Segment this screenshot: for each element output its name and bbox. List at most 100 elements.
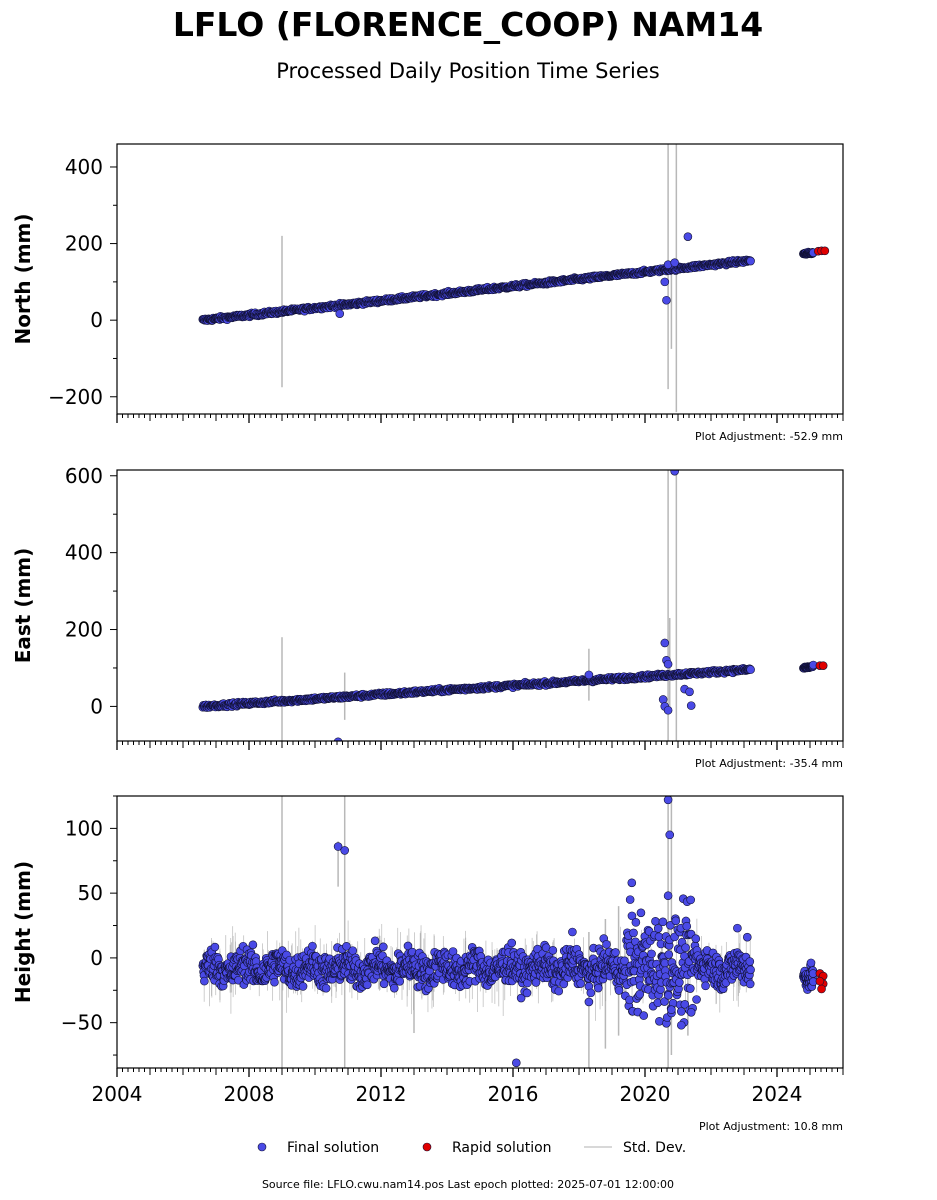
final-point: [611, 948, 620, 957]
final-point: [692, 995, 701, 1004]
final-point: [746, 665, 755, 674]
final-point: [614, 986, 624, 995]
final-point: [670, 470, 679, 476]
final-point: [395, 976, 405, 986]
final-point: [584, 997, 594, 1007]
x-tick-label: 2020: [620, 1082, 671, 1106]
y-tick-label: 400: [65, 541, 103, 565]
final-point: [248, 940, 258, 950]
rapid-point: [817, 984, 826, 994]
final-point: [559, 979, 569, 989]
final-point: [627, 911, 637, 921]
final-point: [635, 989, 645, 999]
x-tick-label: 2004: [92, 1082, 143, 1106]
final-point: [655, 1016, 664, 1026]
final-point: [333, 737, 343, 741]
final-point: [660, 997, 669, 1006]
y-tick-label: −200: [48, 385, 103, 409]
final-point: [631, 918, 641, 927]
x-tick-label: 2008: [224, 1082, 275, 1106]
final-point: [746, 256, 755, 266]
final-point: [627, 878, 637, 888]
plot-adjustment-label: Plot Adjustment: 10.8 mm: [699, 1120, 843, 1133]
final-point: [507, 938, 517, 948]
final-point: [680, 1000, 690, 1009]
final-point: [658, 917, 668, 927]
y-axis-label: North (mm): [11, 213, 35, 344]
y-tick-label: −50: [61, 1011, 103, 1035]
final-point: [660, 277, 670, 287]
final-point: [511, 1058, 521, 1068]
final-point: [362, 980, 372, 990]
y-tick-label: 50: [78, 881, 103, 905]
final-point: [516, 993, 526, 1003]
final-point: [639, 1011, 649, 1020]
final-point: [667, 1005, 676, 1015]
final-point: [662, 295, 671, 305]
legend-item: Rapid solution: [422, 1140, 552, 1156]
plot-area: [198, 470, 828, 741]
final-point: [531, 978, 541, 987]
final-point: [664, 991, 673, 1000]
final-point: [370, 936, 380, 946]
final-point: [686, 1008, 696, 1017]
final-point: [554, 986, 564, 996]
final-point: [348, 946, 358, 955]
final-point: [663, 659, 673, 669]
y-tick-label: 400: [65, 155, 103, 179]
y-tick-label: 600: [65, 464, 103, 488]
final-point: [746, 965, 755, 975]
y-tick-label: 0: [90, 308, 103, 332]
final-point: [548, 946, 558, 955]
final-point: [664, 950, 674, 959]
x-tick-label: 2016: [488, 1082, 539, 1106]
axes-frame: [116, 143, 844, 415]
final-point: [270, 977, 279, 987]
final-point: [682, 921, 692, 931]
final-point: [663, 891, 673, 901]
final-point: [742, 932, 752, 942]
axes-frame: [116, 795, 844, 1069]
y-axis-label: Height (mm): [11, 861, 35, 1003]
final-point: [663, 705, 673, 715]
final-point: [681, 943, 690, 952]
final-point: [663, 796, 673, 805]
final-point: [733, 923, 742, 933]
legend-label: Std. Dev.: [623, 1140, 686, 1156]
final-point: [806, 958, 816, 968]
final-point: [308, 941, 317, 951]
final-point: [593, 983, 603, 993]
legend-label: Rapid solution: [452, 1140, 552, 1156]
legend-item: Final solution: [257, 1140, 379, 1156]
final-point: [602, 940, 611, 949]
y-axis-label: East (mm): [11, 548, 35, 664]
final-point: [629, 928, 638, 938]
final-point: [342, 941, 351, 951]
final-point: [676, 1020, 686, 1030]
final-point: [625, 995, 634, 1005]
final-point: [665, 830, 675, 840]
final-point: [586, 988, 596, 998]
final-point: [568, 927, 577, 937]
y-tick-label: 0: [90, 694, 103, 718]
panel-1: −200 0 200 400 North (mm) Plot Adjustment: -5…: [11, 143, 844, 443]
final-point: [701, 981, 710, 991]
final-point: [685, 687, 694, 697]
plot-adjustment-label: Plot Adjustment: -35.4 mm: [695, 757, 843, 770]
final-point: [333, 842, 343, 851]
final-point: [691, 934, 701, 943]
legend-marker: [422, 1142, 432, 1152]
final-point: [660, 638, 670, 648]
legend-marker: [257, 1142, 267, 1152]
final-point: [522, 988, 532, 998]
final-point: [647, 949, 656, 959]
legend-item: Std. Dev.: [584, 1140, 686, 1156]
final-point: [653, 924, 663, 933]
x-tick-label: 2024: [752, 1082, 803, 1106]
plot-adjustment-label: Plot Adjustment: -52.9 mm: [695, 430, 843, 443]
final-point: [389, 983, 399, 993]
final-point: [683, 232, 693, 241]
final-point: [379, 979, 389, 989]
